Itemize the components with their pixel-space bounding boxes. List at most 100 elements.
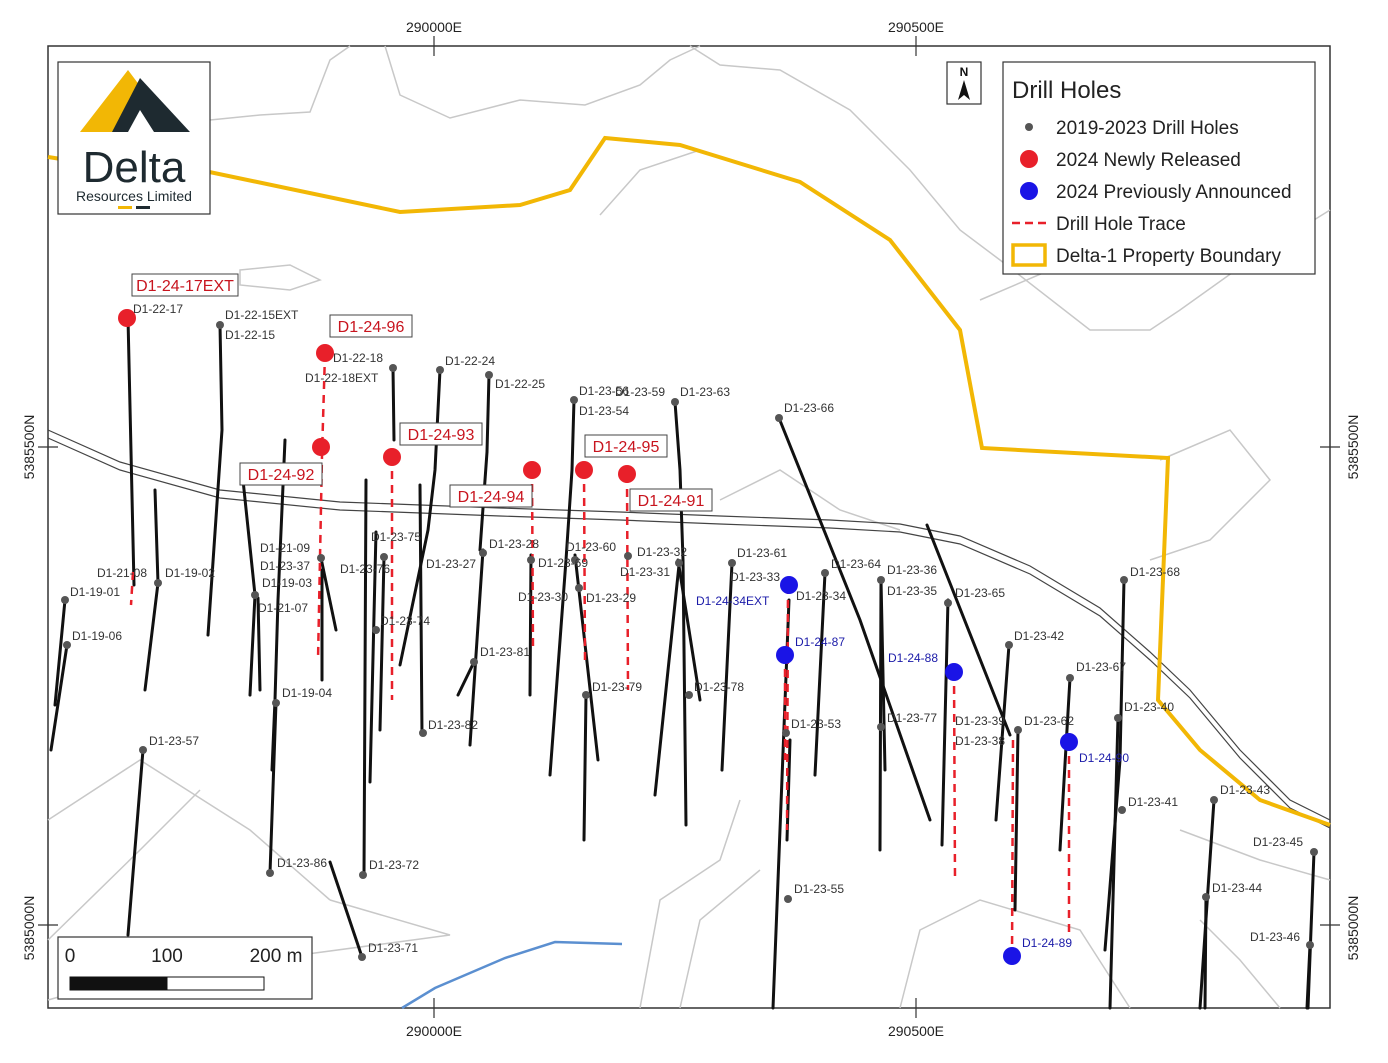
hole-label: D1-23-44	[1212, 881, 1262, 895]
hole-label: D1-22-18	[333, 351, 383, 365]
hole-label: D1-23-38	[955, 734, 1005, 748]
coord-top-1: 290000E	[406, 19, 462, 35]
hole-label: D1-23-39	[955, 714, 1005, 728]
hole-label: D1-23-68	[1130, 565, 1180, 579]
hole-label: D1-23-41	[1128, 795, 1178, 809]
grey-hole-labels: D1-22-17 D1-22-15EXT D1-22-15 D1-22-18 D…	[70, 302, 1303, 955]
legend-item-2019-2023: 2019-2023 Drill Holes	[1056, 118, 1239, 139]
hole-label: D1-19-01	[70, 585, 120, 599]
hole-label: D1-23-29	[586, 591, 636, 605]
label-D1-24-17EXT: D1-24-17EXT	[136, 278, 234, 295]
hole-label: D1-23-34	[796, 589, 846, 603]
hole-label: D1-23-54	[579, 404, 629, 418]
creek	[401, 940, 623, 1010]
hole-label: D1-19-06	[72, 629, 122, 643]
hole-label: D1-23-69	[538, 556, 588, 570]
hole-label: D1-23-28	[489, 537, 539, 551]
coord-left-2: 5385000N	[21, 896, 37, 961]
hole-label: D1-22-15	[225, 328, 275, 342]
hole-label: D1-23-77	[887, 711, 937, 725]
delta-logo: Delta Resources Limited	[57, 61, 211, 215]
hole-label: D1-23-27	[426, 557, 476, 571]
label-D1-24-87: D1-24-87	[795, 635, 845, 649]
coordinate-ticks	[38, 36, 1340, 1018]
hole-label: D1-23-56	[579, 384, 629, 398]
blue-collars	[776, 576, 1078, 965]
hole-label: D1-21-07	[258, 601, 308, 615]
hole-label: D1-23-76	[340, 562, 390, 576]
hole-label: D1-22-25	[495, 377, 545, 391]
hole-label: D1-23-32	[637, 545, 687, 559]
hole-label: D1-22-24	[445, 354, 495, 368]
terrain-outlines	[47, 45, 1331, 1009]
scale-label-0: 0	[65, 946, 76, 967]
legend-item-newly-released: 2024 Newly Released	[1056, 150, 1241, 171]
legend-item-boundary: Delta-1 Property Boundary	[1056, 246, 1281, 267]
hole-label: D1-23-46	[1250, 930, 1300, 944]
hole-label: D1-23-42	[1014, 629, 1064, 643]
label-D1-24-95: D1-24-95	[593, 439, 660, 456]
logo-subtitle: Resources Limited	[76, 188, 192, 204]
hole-label: D1-23-33	[730, 570, 780, 584]
coord-left-1: 5385500N	[21, 415, 37, 480]
coordinate-labels: 290000E 290500E 290000E 290500E 5385500N…	[21, 19, 1361, 1039]
hole-label: D1-22-18EXT	[305, 371, 379, 385]
hole-label: D1-22-15EXT	[225, 308, 299, 322]
scale-label-200: 200 m	[250, 946, 303, 967]
north-arrow: N	[946, 61, 982, 105]
blue-hole-labels: D1-24-34EXT D1-24-87 D1-24-88 D1-24-90 D…	[696, 594, 1129, 950]
property-boundary	[47, 135, 1331, 827]
hole-label: D1-23-59	[615, 385, 665, 399]
coord-bottom-1: 290000E	[406, 1023, 462, 1039]
coord-right-2: 5385000N	[1345, 896, 1361, 961]
hole-label: D1-23-65	[955, 586, 1005, 600]
hole-label: D1-23-37	[260, 559, 310, 573]
hole-label: D1-21-09	[260, 541, 310, 555]
hole-label: D1-23-82	[428, 718, 478, 732]
hole-label: D1-23-57	[149, 734, 199, 748]
label-D1-24-88: D1-24-88	[888, 651, 938, 665]
label-D1-24-91: D1-24-91	[638, 493, 705, 510]
hole-label: D1-23-74	[380, 614, 430, 628]
label-D1-24-34EXT: D1-24-34EXT	[696, 594, 770, 608]
red-hole-labels: D1-24-17EXT D1-24-96 D1-24-93 D1-24-92 D…	[131, 273, 713, 512]
hole-label: D1-19-03	[262, 576, 312, 590]
hole-label: D1-23-86	[277, 856, 327, 870]
label-D1-24-89: D1-24-89	[1022, 936, 1072, 950]
legend-title: Drill Holes	[1012, 77, 1121, 104]
label-D1-24-92: D1-24-92	[248, 467, 315, 484]
hole-label: D1-23-72	[369, 858, 419, 872]
hole-label: D1-23-53	[791, 717, 841, 731]
hole-label: D1-23-75	[371, 530, 421, 544]
hole-label: D1-23-81	[480, 645, 530, 659]
hole-label: D1-23-45	[1253, 835, 1303, 849]
scale-label-100: 100	[151, 946, 183, 967]
hole-label: D1-23-71	[368, 941, 418, 955]
label-D1-24-93: D1-24-93	[408, 427, 475, 444]
road	[47, 429, 1331, 829]
hole-label: D1-19-04	[282, 686, 332, 700]
hole-label: D1-23-67	[1076, 660, 1126, 674]
hole-label: D1-23-64	[831, 557, 881, 571]
hole-label: D1-23-36	[887, 563, 937, 577]
hole-label: D1-23-30	[518, 590, 568, 604]
drill-traces	[49, 316, 1316, 1010]
red-collars	[118, 309, 636, 483]
hole-label: D1-19-02	[165, 566, 215, 580]
hole-label: D1-23-60	[566, 540, 616, 554]
hole-label: D1-22-17	[133, 302, 183, 316]
coord-bottom-2: 290500E	[888, 1023, 944, 1039]
label-D1-24-90: D1-24-90	[1079, 751, 1129, 765]
north-label: N	[960, 65, 969, 79]
hole-label: D1-23-78	[694, 680, 744, 694]
hole-label: D1-23-55	[794, 882, 844, 896]
legend: Drill Holes 2019-2023 Drill Holes 2024 N…	[1002, 61, 1316, 275]
hole-label: D1-23-62	[1024, 714, 1074, 728]
coord-top-2: 290500E	[888, 19, 944, 35]
hole-label: D1-23-35	[887, 584, 937, 598]
legend-item-trace: Drill Hole Trace	[1056, 214, 1186, 235]
hole-label: D1-23-66	[784, 401, 834, 415]
grey-collars	[61, 314, 1318, 961]
scale-bar: 0 100 200 m	[57, 936, 313, 1000]
